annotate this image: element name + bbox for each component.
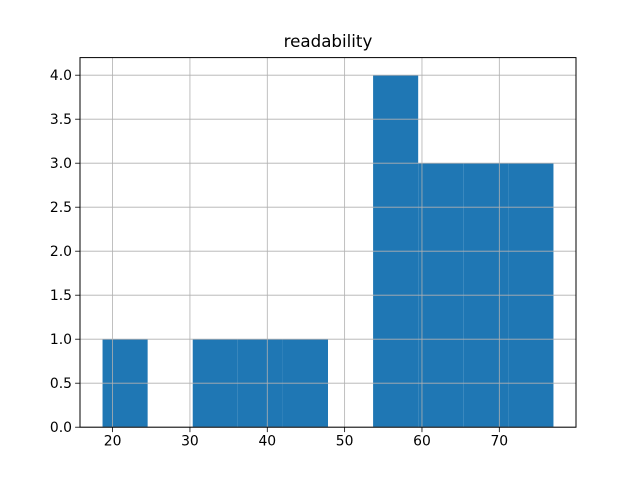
y-tick-label: 2.5	[50, 200, 72, 216]
y-tick-label: 1.5	[50, 288, 72, 304]
y-tick-label: 2.0	[50, 244, 72, 260]
x-tick-label: 30	[181, 434, 199, 450]
chart-title: readability	[284, 31, 373, 51]
x-tick-label: 70	[490, 434, 508, 450]
y-tick-label: 0.5	[50, 376, 72, 392]
x-tick-label: 40	[258, 434, 276, 450]
axes-spines	[79, 57, 577, 428]
y-tick-label: 4.0	[50, 68, 72, 84]
y-tick-label: 3.5	[50, 112, 72, 128]
y-tick-label: 3.0	[50, 156, 72, 172]
y-tick-label: 0.0	[50, 420, 72, 436]
x-tick-label: 50	[336, 434, 354, 450]
y-tick-label: 1.0	[50, 332, 72, 348]
x-tick-label: 60	[413, 434, 431, 450]
x-tick-label: 20	[104, 434, 122, 450]
